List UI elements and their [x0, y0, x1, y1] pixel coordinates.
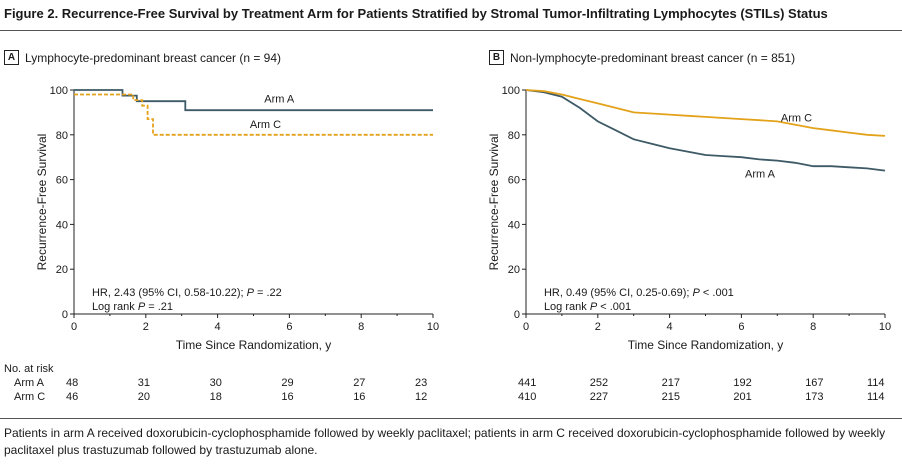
at-risk-cell: 173	[805, 391, 824, 403]
at-risk-cell: 27	[353, 377, 366, 389]
stat-annotation-line: Log rank P = .21	[92, 301, 173, 313]
y-tick-label: 40	[56, 219, 68, 231]
at-risk-cell: 12	[415, 391, 428, 403]
at-risk-cell: 410	[518, 391, 537, 403]
at-risk-cell: 215	[661, 391, 680, 403]
y-tick-label: 20	[56, 264, 68, 276]
panel-b-letter: B	[489, 50, 504, 65]
y-tick-label: 80	[56, 130, 68, 142]
series-line-arm-a	[525, 89, 886, 172]
panel-b-heading: B Non-lymphocyte-predominant breast canc…	[489, 50, 795, 65]
at-risk-label-arm-a: Arm A	[14, 377, 44, 389]
at-risk-cell: 29	[281, 377, 294, 389]
at-risk-cell: 114	[867, 391, 885, 403]
x-tick-label: 4	[667, 321, 673, 333]
at-risk-cell: 252	[589, 377, 609, 389]
x-tick-label: 8	[810, 321, 816, 333]
y-tick-label: 60	[508, 175, 520, 187]
at-risk-cell: 31	[137, 377, 151, 389]
at-risk-cell: 16	[281, 391, 294, 403]
x-tick-label: 10	[879, 321, 891, 333]
x-axis-label: Time Since Randomization, y	[176, 338, 332, 352]
panel-a-title: Lymphocyte-predominant breast cancer (n …	[25, 50, 282, 65]
panel-a-letter: A	[4, 50, 19, 65]
at-risk-cell: 30	[209, 377, 222, 389]
x-tick-label: 0	[71, 321, 77, 333]
panel-a-heading: A Lymphocyte-predominant breast cancer (…	[4, 50, 281, 65]
y-tick-label: 20	[508, 264, 520, 276]
series-label-arm-c: Arm C	[250, 119, 281, 131]
x-tick-label: 10	[427, 321, 439, 333]
figure-title: Figure 2. Recurrence-Free Survival by Tr…	[4, 6, 828, 21]
series-line-arm-c	[74, 93, 433, 136]
y-tick-label: 0	[514, 309, 520, 321]
y-tick-label: 100	[502, 85, 520, 97]
at-risk-cell: 167	[805, 377, 824, 389]
y-axis-label: Recurrence-Free Survival	[487, 134, 501, 271]
y-axis-label: Recurrence-Free Survival	[35, 134, 49, 271]
x-tick-label: 8	[358, 321, 364, 333]
y-tick-label: 100	[50, 85, 68, 97]
y-tick-label: 0	[62, 309, 68, 321]
series-label-arm-c: Arm C	[781, 112, 812, 124]
at-risk-cell: 16	[353, 391, 366, 403]
at-risk-cell: 192	[733, 377, 752, 389]
at-risk-cell: 48	[66, 377, 79, 389]
at-risk-cell: 20	[137, 391, 151, 403]
stat-annotation-line: HR, 0.49 (95% CI, 0.25-0.69); P < .001	[544, 287, 734, 299]
figure-caption: Patients in arm A received doxorubicin-c…	[4, 426, 886, 457]
y-tick-label: 60	[56, 175, 68, 187]
at-risk-cell: 217	[661, 377, 680, 389]
at-risk-header: No. at risk	[4, 363, 54, 375]
at-risk-cell: 18	[209, 391, 222, 403]
x-axis-label: Time Since Randomization, y	[628, 338, 784, 352]
at-risk-cell: 441	[518, 377, 537, 389]
at-risk-cell: 227	[589, 391, 609, 403]
y-tick-label: 80	[508, 130, 520, 142]
stat-annotation-line: HR, 2.43 (95% CI, 0.58-10.22); P = .22	[92, 287, 282, 299]
at-risk-cell: 46	[66, 391, 79, 403]
series-label-arm-a: Arm A	[745, 168, 776, 180]
panel-b-title: Non-lymphocyte-predominant breast cancer…	[510, 50, 796, 65]
x-tick-label: 6	[738, 321, 744, 333]
x-tick-label: 2	[595, 321, 601, 333]
x-tick-label: 4	[215, 321, 221, 333]
stat-annotation-line: Log rank P < .001	[544, 301, 631, 313]
at-risk-label-arm-c: Arm C	[14, 391, 46, 403]
km-chart-a: 0 20 40 60 80 100 0 2 4 6 8 10 Time Since Randomizat…	[35, 85, 439, 352]
series-label-arm-a: Arm A	[264, 93, 295, 105]
at-risk-cell: 23	[415, 377, 428, 389]
x-tick-label: 6	[286, 321, 292, 333]
x-tick-label: 2	[143, 321, 149, 333]
y-tick-label: 40	[508, 219, 520, 231]
title-rule	[0, 30, 902, 31]
caption-rule	[0, 418, 902, 419]
x-tick-label: 0	[523, 321, 529, 333]
series-line-arm-c	[525, 89, 886, 137]
at-risk-cell: 114	[867, 377, 885, 389]
series-line-arm-a	[74, 89, 433, 112]
km-chart-b: 0 20 40 60 80 100 0 2 4 6 8 10 Time Since Randomizat…	[487, 85, 891, 352]
at-risk-cell: 201	[733, 391, 752, 403]
